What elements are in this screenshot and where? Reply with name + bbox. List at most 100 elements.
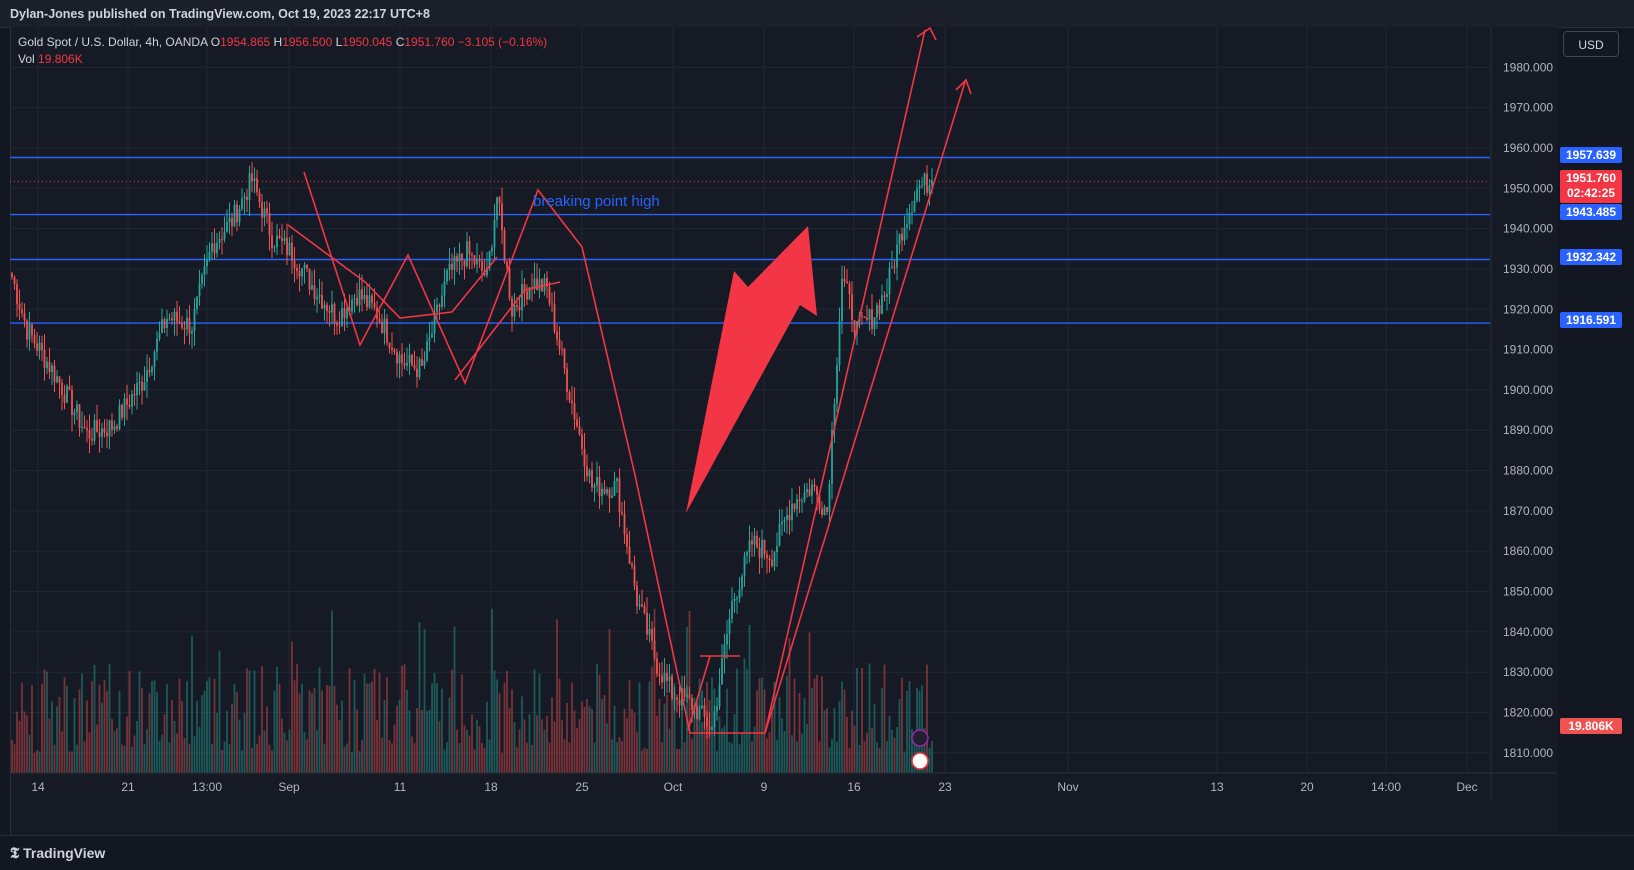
volume-bar xyxy=(153,680,156,773)
low-value: 1950.045 xyxy=(342,35,393,49)
volume-bar xyxy=(316,730,318,773)
candle-body xyxy=(451,263,453,270)
candle-body xyxy=(666,672,668,681)
horizontal-levels xyxy=(10,156,1490,324)
candle-body xyxy=(418,359,421,377)
candle-body xyxy=(356,298,358,306)
volume-bar xyxy=(461,674,463,773)
currency-button[interactable]: USD xyxy=(1563,31,1619,57)
candle-body xyxy=(663,672,666,683)
volume-bar xyxy=(456,729,458,773)
volume-bar xyxy=(748,625,751,773)
volume-bar xyxy=(723,725,726,773)
time-tick-label: 21 xyxy=(121,780,135,794)
candle-body xyxy=(906,224,908,229)
volume-bar xyxy=(168,742,171,773)
volume-bar xyxy=(143,744,146,773)
candle-body xyxy=(103,428,106,433)
candle-body xyxy=(698,708,701,720)
volume-bar xyxy=(901,677,903,773)
volume-bar xyxy=(726,688,728,773)
candle-body xyxy=(541,279,543,292)
volume-bar xyxy=(276,667,278,773)
candle-body xyxy=(453,256,456,270)
volume-bar xyxy=(491,608,493,773)
volume-bar xyxy=(403,664,406,773)
candle-body xyxy=(481,261,483,271)
volume-bar xyxy=(783,730,786,773)
candle-body xyxy=(123,398,126,418)
candle-body xyxy=(543,277,546,292)
volume-bar xyxy=(816,674,818,773)
volume-bar xyxy=(63,677,66,773)
volume-bar xyxy=(541,719,543,773)
candle-body xyxy=(188,317,191,334)
volume-bar xyxy=(603,694,606,773)
volume-bar xyxy=(741,732,743,773)
volume-bar xyxy=(508,708,511,773)
candle-body xyxy=(598,477,601,497)
candle-body xyxy=(561,349,563,351)
candle-body xyxy=(711,727,713,730)
volume-bar xyxy=(361,740,363,773)
candle-body xyxy=(871,309,873,329)
candle-body xyxy=(926,173,928,193)
candle-body xyxy=(296,268,298,271)
volume-bar xyxy=(663,703,666,773)
volume-bar xyxy=(241,750,243,773)
candle-body xyxy=(178,321,181,323)
candle-body xyxy=(788,514,791,521)
price-tick-label: 1910.000 xyxy=(1503,343,1553,357)
volume-bar xyxy=(753,726,756,773)
candle-body xyxy=(721,658,723,685)
volume-bar xyxy=(673,683,676,773)
candle-body xyxy=(183,327,186,330)
candle-body xyxy=(633,565,636,586)
volume-bar xyxy=(66,685,68,773)
volume-bar xyxy=(583,706,586,773)
candle-body xyxy=(583,448,586,467)
volume-bar xyxy=(736,668,738,773)
volume-bar xyxy=(146,729,148,773)
candle-body xyxy=(23,313,26,321)
candle-body xyxy=(31,324,33,336)
chart-area[interactable] xyxy=(10,27,1558,835)
candle-body xyxy=(38,342,41,351)
price-tick-label: 1860.000 xyxy=(1503,544,1553,558)
candle-body xyxy=(228,217,231,223)
candle-body xyxy=(678,699,681,706)
volume-bar xyxy=(791,735,793,773)
candle-body xyxy=(873,317,876,329)
volume-bar xyxy=(141,687,143,773)
volume-bar xyxy=(388,739,391,773)
candle-body xyxy=(111,420,113,430)
candle-body xyxy=(406,362,408,366)
volume-bar xyxy=(746,668,748,773)
volume-bar xyxy=(548,742,551,773)
candle-body xyxy=(211,243,213,252)
volume-bar xyxy=(808,632,811,773)
candle-body xyxy=(921,184,923,187)
volume-bar xyxy=(543,729,546,773)
candle-body xyxy=(723,644,726,659)
candle-body xyxy=(128,404,131,407)
volume-bar xyxy=(876,742,878,773)
candle-body xyxy=(836,364,838,404)
volume-bar xyxy=(613,705,616,773)
volume-bar xyxy=(763,689,766,773)
volume-bar xyxy=(633,712,636,773)
candle-body xyxy=(253,178,256,182)
candle-body xyxy=(151,366,153,373)
candle-body xyxy=(588,470,591,477)
candle-body xyxy=(593,485,596,488)
volume-bar xyxy=(801,733,803,773)
volume-bar xyxy=(393,724,396,773)
price-tick-label: 1830.000 xyxy=(1503,665,1553,679)
tradingview-logo[interactable]: 𝕿 TradingView xyxy=(10,845,105,862)
candle-body xyxy=(371,295,373,304)
volume-bar xyxy=(273,690,276,773)
volume-bar xyxy=(923,727,926,773)
open-value: 1954.865 xyxy=(220,35,271,49)
candle-body xyxy=(476,258,478,265)
